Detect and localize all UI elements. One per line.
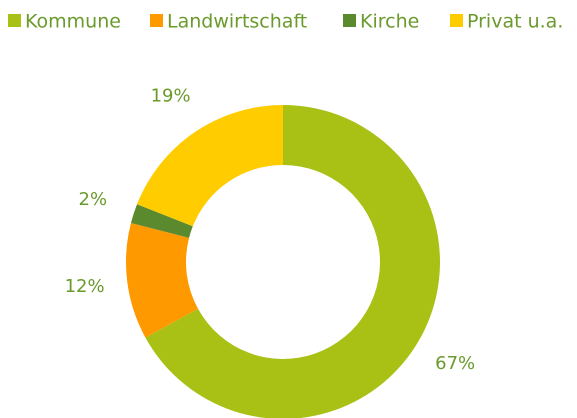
data-label: 2%: [79, 189, 108, 210]
legend-label: Kirche: [360, 11, 419, 33]
data-label: 19%: [151, 86, 191, 107]
legend-swatch: [343, 14, 356, 27]
legend-label: Landwirtschaft: [167, 11, 307, 33]
donut-slice: [126, 222, 198, 338]
legend-swatch: [450, 14, 463, 27]
legend-swatch: [8, 14, 21, 27]
legend-label: Privat u.a.: [467, 11, 563, 33]
donut-slice: [130, 204, 193, 238]
legend-label: Kommune: [25, 11, 121, 33]
data-label: 67%: [435, 353, 475, 374]
data-label: 12%: [65, 276, 105, 297]
donut-slice: [145, 105, 440, 418]
donut-slice: [137, 105, 283, 227]
legend-swatch: [150, 14, 163, 27]
